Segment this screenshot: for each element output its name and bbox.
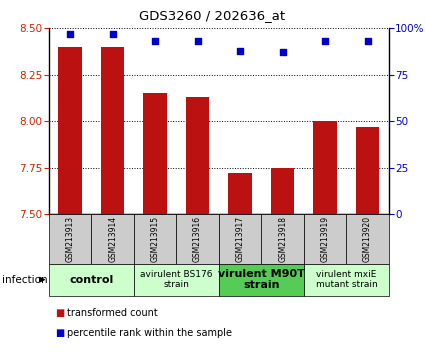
Text: GSM213916: GSM213916 <box>193 216 202 262</box>
Point <box>67 31 74 37</box>
Bar <box>58 47 82 214</box>
Bar <box>176 214 219 264</box>
Point <box>322 39 329 44</box>
Point <box>152 39 159 44</box>
Bar <box>304 264 389 296</box>
Text: GSM213918: GSM213918 <box>278 216 287 262</box>
Text: infection: infection <box>2 275 48 285</box>
Bar <box>261 214 304 264</box>
Point <box>364 39 371 44</box>
Text: GSM213920: GSM213920 <box>363 216 372 262</box>
Bar <box>304 214 346 264</box>
Bar <box>219 214 261 264</box>
Bar <box>134 264 219 296</box>
Bar <box>143 93 167 214</box>
Bar <box>313 121 337 214</box>
Bar <box>228 173 252 214</box>
Point <box>194 39 201 44</box>
Text: avirulent BS176
strain: avirulent BS176 strain <box>140 270 212 289</box>
Text: virulent mxiE
mutant strain: virulent mxiE mutant strain <box>315 270 377 289</box>
Bar <box>49 214 91 264</box>
Bar <box>356 127 379 214</box>
Bar <box>91 214 134 264</box>
Bar <box>49 264 134 296</box>
Text: GDS3260 / 202636_at: GDS3260 / 202636_at <box>139 9 286 22</box>
Point <box>237 48 244 53</box>
Text: ■: ■ <box>55 308 65 318</box>
Text: GSM213919: GSM213919 <box>320 216 330 262</box>
Text: ■: ■ <box>55 328 65 338</box>
Bar <box>134 214 176 264</box>
Text: GSM213917: GSM213917 <box>235 216 245 262</box>
Bar <box>101 47 124 214</box>
Point <box>279 50 286 55</box>
Point <box>109 31 116 37</box>
Text: GSM213915: GSM213915 <box>150 216 160 262</box>
Bar <box>219 264 304 296</box>
Text: GSM213914: GSM213914 <box>108 216 117 262</box>
Text: percentile rank within the sample: percentile rank within the sample <box>67 328 232 338</box>
Text: transformed count: transformed count <box>67 308 158 318</box>
Text: virulent M90T
strain: virulent M90T strain <box>218 269 305 291</box>
Bar <box>186 97 209 214</box>
Bar <box>346 214 389 264</box>
Bar <box>271 168 294 214</box>
Text: control: control <box>69 275 113 285</box>
Text: GSM213913: GSM213913 <box>65 216 75 262</box>
